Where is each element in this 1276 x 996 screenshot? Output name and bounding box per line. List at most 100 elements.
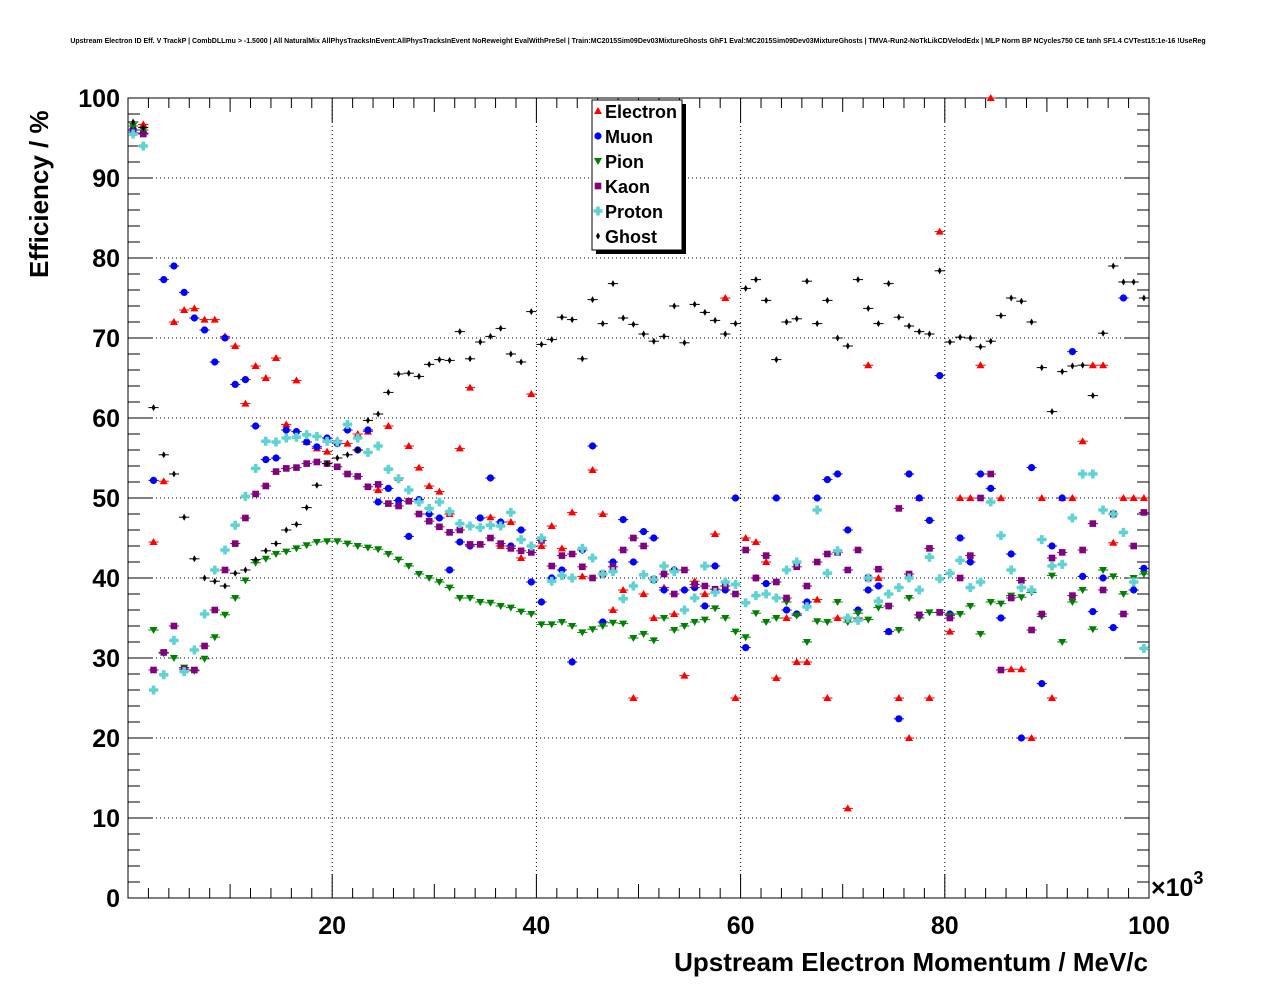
data-point-ghost <box>631 320 636 328</box>
data-point-proton <box>220 545 230 555</box>
data-point-pion <box>772 615 781 622</box>
data-point-proton <box>873 596 883 606</box>
data-point-ghost <box>641 330 646 338</box>
data-point-pion <box>496 603 505 610</box>
data-point-ghost <box>355 446 360 454</box>
data-point-pion <box>1099 567 1108 574</box>
data-point-kaon <box>1048 554 1056 562</box>
data-point-kaon <box>385 500 392 507</box>
data-point-muon <box>303 438 311 446</box>
data-point-electron <box>649 614 658 621</box>
data-point-pion <box>956 611 965 618</box>
data-point-pion <box>292 545 301 553</box>
data-point-kaon <box>272 468 280 475</box>
data-point-proton <box>802 602 812 612</box>
data-point-kaon <box>701 582 709 590</box>
data-point-electron <box>210 315 219 323</box>
data-point-proton <box>843 613 853 623</box>
data-point-muon <box>895 715 903 723</box>
data-point-electron <box>557 544 566 552</box>
data-point-proton <box>608 567 618 577</box>
data-point-kaon <box>783 594 790 602</box>
data-point-electron <box>700 590 709 597</box>
data-point-proton <box>659 561 669 571</box>
data-point-ghost <box>233 569 238 577</box>
data-point-ghost <box>753 276 758 284</box>
data-point-muon <box>200 326 209 334</box>
x-multiplier-base: ×10 <box>1151 874 1193 902</box>
data-point-kaon <box>436 523 443 531</box>
data-point-pion <box>425 575 434 582</box>
data-point-proton <box>935 574 945 584</box>
data-point-muon <box>170 262 178 270</box>
data-point-proton <box>1139 643 1149 653</box>
data-point-kaon <box>446 529 453 536</box>
data-point-proton <box>485 520 495 530</box>
data-point-kaon <box>609 563 617 571</box>
data-point-kaon <box>1069 592 1076 599</box>
data-point-electron <box>905 734 914 741</box>
series-ghost <box>128 118 1149 590</box>
data-point-kaon <box>895 505 903 512</box>
data-point-proton <box>230 520 240 530</box>
data-point-pion <box>700 616 709 624</box>
y-tick-label: 40 <box>92 565 120 593</box>
data-point-kaon <box>568 550 576 558</box>
data-point-proton <box>1037 535 1047 545</box>
data-point-proton <box>1118 527 1128 537</box>
data-point-muon <box>660 586 668 594</box>
data-point-pion <box>353 543 362 550</box>
data-point-kaon <box>1058 549 1066 556</box>
data-point-muon <box>823 476 831 484</box>
data-point-ghost <box>539 340 544 348</box>
data-point-ghost <box>468 355 473 363</box>
data-point-electron <box>1027 734 1036 741</box>
data-point-muon <box>1119 294 1128 302</box>
data-point-proton <box>628 581 638 591</box>
data-point-electron <box>925 694 934 701</box>
data-point-kaon <box>395 502 402 510</box>
data-point-proton <box>1129 577 1139 587</box>
data-point-electron <box>343 439 352 447</box>
data-point-proton <box>700 561 710 571</box>
data-point-ghost <box>161 451 166 459</box>
data-point-kaon <box>293 464 300 471</box>
data-point-ghost <box>672 302 677 310</box>
data-point-muon <box>272 454 280 462</box>
data-point-ghost <box>845 342 850 350</box>
x-tick-label: 40 <box>522 912 550 940</box>
data-point-kaon <box>670 590 678 598</box>
data-point-kaon <box>589 574 596 582</box>
data-point-muon <box>486 474 495 482</box>
x-tick-label: 80 <box>931 912 959 940</box>
data-point-kaon <box>752 574 760 582</box>
data-point-muon <box>1140 564 1148 573</box>
data-point-muon <box>997 614 1005 622</box>
data-point-ghost <box>508 350 513 358</box>
data-point-ghost <box>1111 262 1116 270</box>
data-point-pion <box>527 611 536 618</box>
data-point-ghost <box>590 296 595 304</box>
data-point-proton <box>322 436 332 446</box>
data-point-proton <box>598 569 608 579</box>
data-point-pion <box>660 615 669 622</box>
data-point-muon <box>160 276 168 284</box>
legend-label-muon: Muon <box>605 127 653 147</box>
data-point-muon <box>1099 574 1107 582</box>
data-point-electron <box>956 494 965 501</box>
data-point-pion <box>986 599 995 606</box>
data-point-ghost <box>794 315 799 323</box>
data-point-kaon <box>354 473 362 480</box>
data-point-electron <box>741 534 750 541</box>
data-point-proton <box>373 441 383 451</box>
data-point-ghost <box>1050 408 1055 416</box>
legend-label-pion: Pion <box>605 152 644 172</box>
data-point-electron <box>568 508 577 516</box>
data-point-electron <box>833 614 842 621</box>
data-point-electron <box>864 361 873 369</box>
data-point-muon <box>833 470 842 478</box>
data-point-proton <box>445 507 455 517</box>
data-point-pion <box>639 631 648 638</box>
data-point-ghost <box>743 284 748 292</box>
data-point-muon <box>405 532 413 541</box>
